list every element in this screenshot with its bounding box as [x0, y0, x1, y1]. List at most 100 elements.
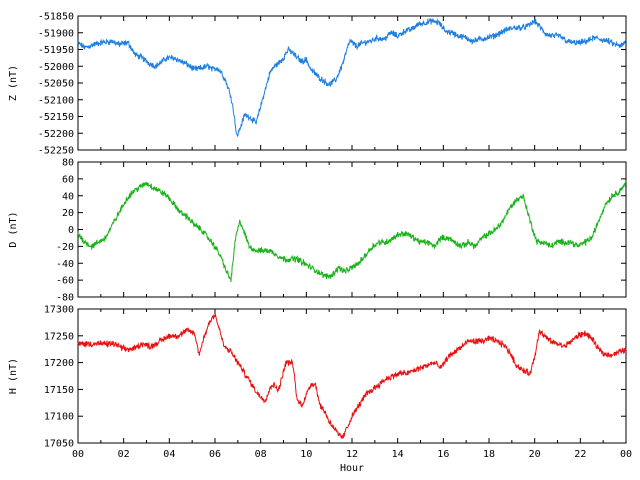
data-point: [306, 394, 307, 395]
data-point: [564, 242, 565, 243]
x-axis-label: Hour: [340, 463, 364, 474]
series-line: [77, 312, 627, 440]
data-point: [349, 41, 350, 42]
data-point: [77, 233, 78, 234]
data-point: [534, 20, 535, 21]
data-point: [212, 69, 213, 70]
data-point: [536, 242, 537, 243]
data-point: [194, 333, 195, 334]
data-point: [495, 341, 496, 342]
y-tick-label: -52150: [38, 112, 74, 123]
data-point: [84, 242, 85, 243]
data-point: [278, 62, 279, 63]
data-point: [283, 57, 284, 58]
data-point: [571, 341, 572, 342]
data-point: [84, 47, 85, 48]
data-point: [507, 29, 508, 30]
data-point: [413, 237, 414, 238]
data-point: [372, 246, 373, 247]
data-point: [386, 378, 387, 379]
data-point: [160, 191, 161, 192]
y-tick-label: -52050: [38, 79, 74, 90]
y-tick-label: -80: [56, 293, 74, 304]
data-point: [128, 42, 129, 43]
data-point: [488, 338, 489, 339]
data-point: [132, 191, 133, 192]
x-tick-label: 14: [392, 449, 404, 460]
data-point: [342, 437, 343, 438]
data-point: [123, 349, 124, 350]
data-point: [187, 216, 188, 217]
data-point: [98, 242, 99, 243]
data-point: [112, 41, 113, 42]
data-point: [543, 242, 544, 243]
data-point: [292, 362, 293, 363]
data-point: [214, 314, 215, 315]
data-point: [516, 365, 517, 366]
data-point: [251, 383, 252, 384]
data-point: [539, 25, 540, 26]
data-point: [146, 182, 147, 183]
data-point: [434, 362, 435, 363]
data-point: [488, 233, 489, 234]
data-point: [598, 220, 599, 221]
data-point: [194, 69, 195, 70]
plot-frame: [77, 15, 627, 151]
data-point: [557, 343, 558, 344]
data-point: [201, 229, 202, 230]
data-point: [249, 246, 250, 247]
data-point: [93, 44, 94, 45]
data-point: [265, 89, 266, 90]
data-point: [598, 349, 599, 350]
data-point: [427, 242, 428, 243]
data-point: [379, 383, 380, 384]
data-point: [244, 233, 245, 234]
data-point: [333, 426, 334, 427]
data-point: [520, 27, 521, 28]
data-point: [413, 370, 414, 371]
data-point: [132, 349, 133, 350]
y-tick-label: 17300: [44, 305, 74, 316]
data-point: [399, 233, 400, 234]
data-point: [162, 61, 163, 62]
data-point: [87, 343, 88, 344]
data-point: [178, 335, 179, 336]
data-point: [240, 220, 241, 221]
data-point: [351, 416, 352, 417]
data-point: [495, 229, 496, 230]
data-point: [310, 383, 311, 384]
data-point: [468, 242, 469, 243]
data-point: [274, 66, 275, 67]
data-point: [208, 66, 209, 67]
data-point: [399, 373, 400, 374]
data-point: [141, 57, 142, 58]
data-point: [148, 62, 149, 63]
data-point: [150, 346, 151, 347]
data-point: [169, 335, 170, 336]
data-point: [324, 275, 325, 276]
data-point: [438, 22, 439, 23]
data-point: [577, 335, 578, 336]
data-point: [472, 41, 473, 42]
data-point: [454, 242, 455, 243]
data-point: [260, 106, 261, 107]
data-point: [580, 42, 581, 43]
data-point: [379, 242, 380, 243]
series-line: [77, 18, 627, 138]
data-point: [173, 204, 174, 205]
data-point: [619, 191, 620, 192]
y-tick-label: -51900: [38, 28, 74, 39]
data-point: [418, 24, 419, 25]
data-point: [577, 246, 578, 247]
data-point: [244, 114, 245, 115]
data-point: [431, 20, 432, 21]
x-tick-label: 08: [255, 449, 267, 460]
data-point: [393, 375, 394, 376]
data-point: [530, 220, 531, 221]
data-point: [226, 271, 227, 272]
data-point: [543, 335, 544, 336]
data-point: [461, 246, 462, 247]
data-point: [550, 246, 551, 247]
data-point: [297, 57, 298, 58]
data-point: [420, 242, 421, 243]
